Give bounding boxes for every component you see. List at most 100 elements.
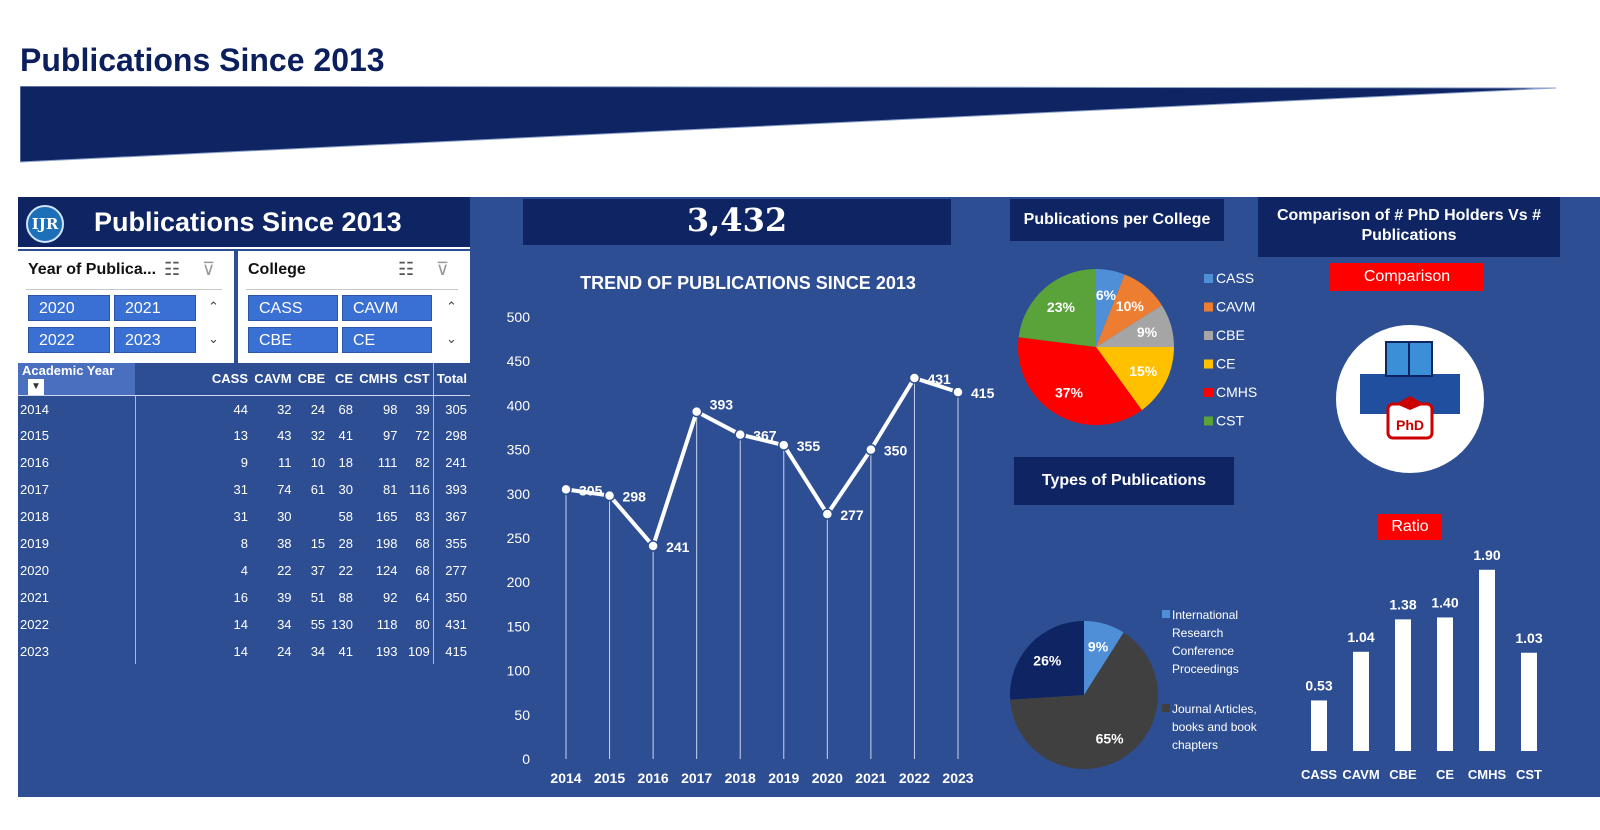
slicer-item-year[interactable]: 2021 [114, 295, 196, 321]
legend-swatch [1204, 416, 1213, 426]
table-cell: 415 [432, 637, 470, 665]
data-point [821, 508, 834, 520]
multi-select-icon[interactable]: ☷ [164, 259, 181, 279]
x-tick-label: CAVM [1342, 767, 1379, 782]
x-tick-label: 2023 [942, 770, 973, 786]
y-tick-label: 300 [507, 486, 531, 502]
table-cell: 74 [277, 482, 292, 498]
pie-slice [1018, 269, 1096, 347]
data-point [734, 428, 746, 441]
x-tick-label: 2020 [812, 770, 843, 786]
data-point [865, 443, 877, 456]
table-row: 2014 44 32 24 68 98 39 305 [18, 395, 470, 423]
column-header: CAVM [251, 363, 295, 396]
multi-select-icon[interactable]: ☷ [398, 259, 415, 279]
table-cell: 9 [240, 455, 248, 471]
slicer-item-college[interactable]: CBE [248, 327, 338, 353]
series-line [565, 375, 959, 548]
slicer-item-year[interactable]: 2022 [28, 327, 110, 353]
table-cell: 367 [432, 503, 470, 531]
table-cell: 44 [233, 401, 248, 417]
scroll-up-icon[interactable]: ⌃ [446, 299, 457, 314]
y-tick-label: 250 [507, 530, 531, 546]
legend-label: Journal Articles, books and book chapters [1172, 702, 1258, 752]
clear-filter-icon[interactable]: ⊽ [436, 259, 450, 279]
slicer-item-college[interactable]: CE [342, 327, 432, 353]
data-point [690, 405, 703, 418]
slice-label: 26% [1033, 653, 1062, 669]
table-header-row: Academic Year▼ CASS CAVM CBE CE CMHS CST… [18, 363, 470, 396]
row-year-cell: 2017 [18, 476, 136, 504]
x-tick-label: 2014 [550, 770, 581, 786]
y-tick-label: 0 [522, 751, 530, 767]
table-cell: 109 [407, 643, 430, 659]
svg-text:PhD: PhD [1396, 417, 1424, 433]
table-cell: 124 [375, 562, 398, 578]
data-point [560, 483, 572, 496]
table-cell: 18 [338, 455, 353, 471]
row-year-cell: 2016 [18, 449, 136, 477]
slicer-item-year[interactable]: 2023 [114, 327, 196, 353]
table-row: 2020 4 22 37 22 124 68 277 [18, 556, 470, 584]
x-tick-label: CMHS [1468, 767, 1507, 782]
table-cell: 198 [375, 535, 398, 551]
table-cell: 98 [383, 401, 398, 417]
table-cell: 39 [277, 589, 292, 605]
types-pie-chart: 9% 65% 26% International Research Conference P… [1010, 608, 1258, 769]
legend-label: CMHS [1216, 384, 1257, 400]
data-point [647, 540, 659, 552]
x-tick-label: 2019 [768, 770, 799, 786]
table-cell: 277 [432, 556, 470, 584]
title-banner [20, 86, 1557, 163]
clear-filter-icon[interactable]: ⊽ [202, 259, 216, 279]
ratio-bar [1521, 652, 1537, 751]
year-slicer[interactable]: Year of Publica... ☷ ⊽ 2020 2021 2022 20… [18, 251, 234, 363]
table-cell: 298 [432, 422, 470, 450]
divider [26, 289, 222, 290]
slicer-item-college[interactable]: CASS [248, 295, 338, 321]
x-tick-label: 2017 [681, 770, 712, 786]
column-header: CST [400, 363, 434, 396]
scroll-down-icon[interactable]: ⌄ [446, 331, 457, 346]
per-college-title: Publications per College [1010, 199, 1224, 241]
table-cell: 14 [233, 643, 248, 659]
slicer-item-college[interactable]: CAVM [342, 295, 432, 321]
year-slicer-title: Year of Publica... [28, 261, 157, 278]
row-year-cell: 2020 [18, 556, 136, 584]
table-row: 2019 8 38 15 28 198 68 355 [18, 530, 470, 557]
slicer-item-year[interactable]: 2020 [28, 295, 110, 321]
data-label: 305 [579, 482, 603, 498]
table-cell: 130 [331, 616, 353, 632]
pie-slice [1010, 621, 1084, 700]
bar-value-label: 1.40 [1431, 594, 1458, 610]
x-tick-label: CBE [1389, 767, 1417, 782]
table-cell: 80 [415, 616, 430, 632]
scroll-up-icon[interactable]: ⌃ [208, 299, 219, 314]
table-row: 2018 31 30 58 165 83 367 [18, 503, 470, 531]
ratio-bar [1479, 569, 1495, 751]
comparison-title: Comparison of # PhD Holders Vs # Publica… [1258, 197, 1560, 257]
table-cell: 16 [233, 589, 248, 605]
x-tick-label: 2016 [638, 770, 669, 786]
legend-swatch [1204, 331, 1213, 340]
table-row: 2017 31 74 61 30 81 116 393 [18, 476, 470, 504]
data-label: 431 [927, 371, 951, 387]
slice-label: 6% [1096, 287, 1117, 303]
table-cell: 68 [415, 535, 430, 551]
table-cell: 92 [383, 589, 398, 605]
bar-value-label: 1.03 [1515, 630, 1542, 646]
dashboard-title: Publications Since 2013 [94, 207, 402, 237]
table-cell: 24 [277, 643, 292, 659]
legend-swatch [1204, 359, 1213, 369]
data-label: 277 [840, 507, 864, 523]
filter-dropdown-icon[interactable]: ▼ [28, 378, 44, 395]
column-header-academic-year[interactable]: Academic Year▼ [18, 363, 135, 396]
x-tick-label: CASS [1301, 767, 1337, 782]
y-tick-label: 50 [514, 707, 530, 723]
table-cell: 111 [377, 455, 398, 471]
scroll-down-icon[interactable]: ⌄ [208, 331, 219, 346]
college-slicer[interactable]: College ☷ ⊽ CASS CAVM CBE CE ⌃ ⌄ [238, 251, 470, 363]
row-year-cell: 2018 [18, 503, 136, 531]
table-body: 2014 44 32 24 68 98 39 305 2015 13 43 32 41 97 72 298 20… [18, 395, 470, 665]
table-cell: 32 [310, 428, 326, 444]
